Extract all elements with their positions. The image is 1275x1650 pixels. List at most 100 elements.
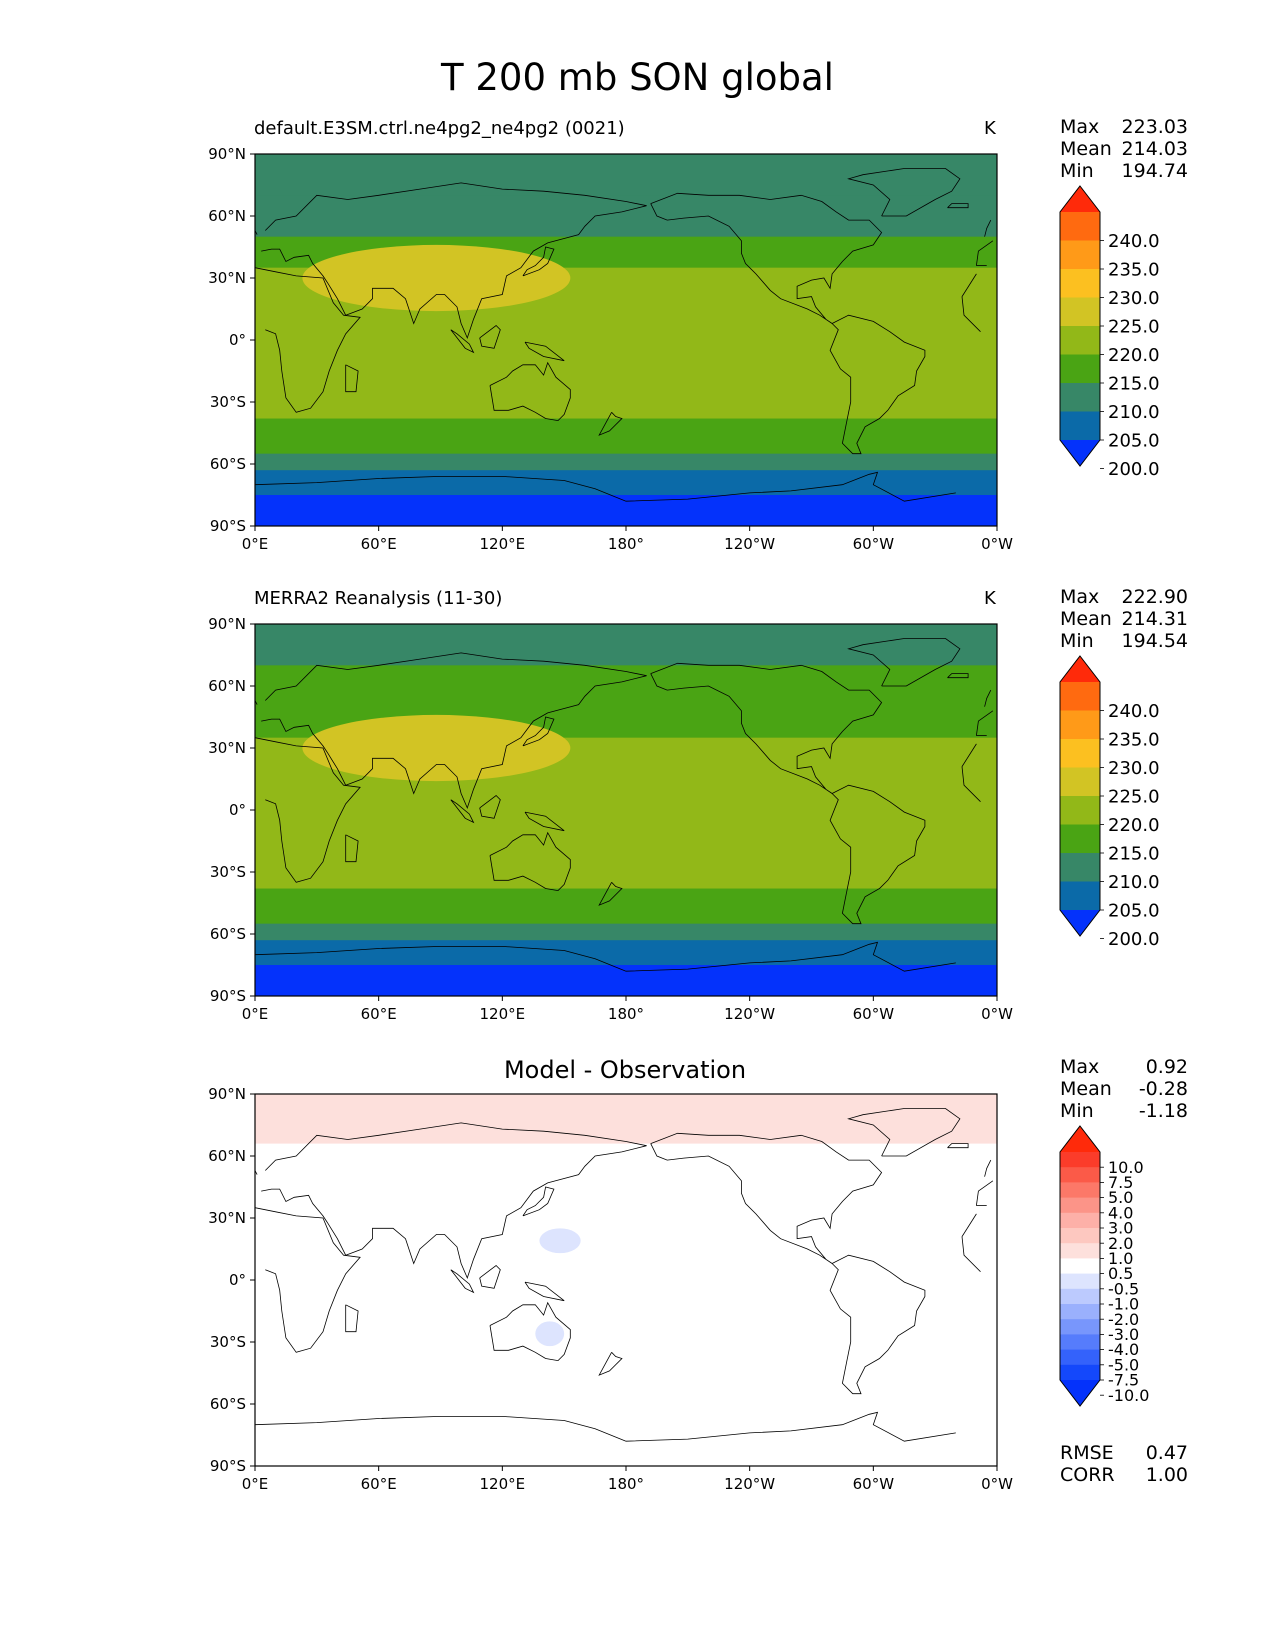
- colorbar-label: 220.0: [1108, 345, 1160, 366]
- colorbar-label: 0.5: [1108, 1264, 1133, 1283]
- contour-band: [255, 495, 997, 527]
- colorbar-label: 10.0: [1108, 1158, 1144, 1177]
- stat-label: Max: [1060, 1056, 1100, 1078]
- lat-tick-label: 30°N: [208, 269, 246, 287]
- colorbar-extend-min: [1060, 910, 1100, 936]
- lon-tick-label: 0°W: [981, 1005, 1013, 1020]
- colorbar-outline: [1059, 1125, 1101, 1407]
- coastline: [961, 766, 981, 802]
- colorbar-swatch: [1060, 682, 1100, 711]
- lon-tick-label: 180°: [608, 1475, 644, 1490]
- stat-label: Mean: [1060, 608, 1112, 630]
- stat-value: -0.28: [1138, 1078, 1188, 1100]
- colorbar-label: 2.0: [1108, 1234, 1133, 1253]
- contour-region: [388, 1317, 843, 1376]
- colorbar-outline: [1059, 185, 1101, 467]
- colorbar-label: -7.5: [1108, 1371, 1139, 1390]
- contour-region: [615, 1271, 864, 1322]
- colorbar-swatch: [1060, 354, 1100, 384]
- colorbar: 240.0 235.0 230.0 225.0 220.0 215.0 210.0 205.0…: [1059, 655, 1160, 950]
- coastline: [254, 475, 627, 502]
- lon-tick-label: 120°E: [480, 1005, 526, 1020]
- coastline: [976, 1180, 994, 1206]
- lat-tick-label: 60°S: [210, 925, 246, 943]
- contour-band: [255, 940, 997, 966]
- contour-plateau: [302, 714, 571, 782]
- coastline: [522, 1186, 555, 1217]
- colorbar-label: -3.0: [1108, 1325, 1139, 1344]
- coastline: [829, 1254, 926, 1395]
- lat-tick-label: 60°N: [208, 1147, 246, 1165]
- contour-band: [255, 433, 997, 455]
- lon-tick-label: 120°W: [724, 1475, 775, 1490]
- lon-tick-label: 180°: [608, 1005, 644, 1020]
- contour-band: [255, 418, 997, 434]
- stat-min: Min 194.74: [1060, 160, 1188, 182]
- colorbar-swatch: [1060, 853, 1100, 882]
- map-plot: 240.0 235.0 230.0 225.0 220.0 215.0 210.0 205.0…: [208, 615, 1160, 1020]
- coastline: [261, 652, 647, 810]
- coastline: [479, 794, 501, 819]
- colorbar-label: 240.0: [1108, 231, 1160, 252]
- colorbar-label: 7.5: [1108, 1173, 1133, 1192]
- contour-band: [255, 154, 997, 196]
- coastline: [625, 1411, 956, 1442]
- coastline: [450, 329, 475, 354]
- coastline: [598, 882, 623, 906]
- contour-band: [255, 867, 997, 890]
- lat-tick-label: 90°S: [210, 987, 246, 1005]
- colorbar-label: 210.0: [1108, 402, 1160, 423]
- coastline: [261, 182, 647, 340]
- lon-tick-label: 120°E: [480, 1475, 526, 1490]
- coastline: [524, 1281, 565, 1302]
- coastline: [345, 834, 359, 863]
- stat-label: Mean: [1060, 1078, 1112, 1100]
- coastline: [254, 737, 361, 883]
- colorbar-swatch: [1060, 1182, 1100, 1199]
- stat-value: 214.03: [1121, 138, 1188, 160]
- colorbar-swatch: [1060, 767, 1100, 797]
- colorbar-swatch: [1060, 297, 1100, 327]
- coastline: [489, 361, 571, 422]
- colorbar-label: -10.0: [1108, 1386, 1149, 1405]
- map-plot: 10.07.55.04.03.02.01.00.5-0.5-1.0-2.0-3.…: [208, 1085, 1149, 1490]
- stat-mean: Mean 214.31: [1060, 608, 1188, 630]
- lat-tick-label: 30°S: [210, 863, 246, 881]
- coastline: [489, 831, 571, 892]
- coastline: [254, 1415, 627, 1442]
- coastline: [947, 203, 969, 209]
- contour-band: [255, 453, 997, 471]
- coastline: [829, 314, 926, 455]
- contour-band: [255, 665, 997, 708]
- colorbar-swatch: [1060, 1334, 1100, 1351]
- colorbar-label: 215.0: [1108, 843, 1160, 864]
- coastline: [650, 192, 883, 324]
- colorbar-label: 235.0: [1108, 259, 1160, 280]
- lon-tick-label: 0°W: [981, 1475, 1013, 1490]
- contour-band: [255, 397, 997, 420]
- colorbar-swatch: [1060, 1228, 1100, 1244]
- contour-band: [255, 779, 997, 811]
- stat-value: 0.47: [1145, 1442, 1188, 1464]
- colorbar-swatch: [1060, 1212, 1100, 1229]
- contour-band: [255, 371, 997, 399]
- stat-label: Min: [1060, 1100, 1094, 1122]
- colorbar: 240.0 235.0 230.0 225.0 220.0 215.0 210.0 205.0…: [1059, 185, 1160, 480]
- panel-difference: Model - Observation Max 0.92 Mean -0.28 …: [0, 1050, 1275, 1490]
- colorbar-outline: [1059, 655, 1101, 937]
- colorbar-swatch: [1060, 1243, 1100, 1259]
- coastline: [524, 341, 565, 362]
- stat-label: Max: [1060, 116, 1100, 138]
- colorbar-extend-max: [1060, 1126, 1100, 1152]
- lat-tick-label: 90°N: [208, 1085, 246, 1103]
- colorbar-label: 200.0: [1108, 929, 1160, 950]
- lon-tick-label: 60°W: [853, 535, 895, 550]
- colorbar-extend-min: [1060, 440, 1100, 466]
- lat-tick-label: 60°N: [208, 207, 246, 225]
- colorbar-swatch: [1060, 1152, 1100, 1168]
- coastline: [961, 273, 977, 297]
- panel-title: default.E3SM.ctrl.ne4pg2_ne4pg2 (0021): [254, 118, 625, 139]
- coastline: [524, 811, 565, 832]
- colorbar-label: -5.0: [1108, 1355, 1139, 1374]
- colorbar-swatch: [1060, 212, 1100, 241]
